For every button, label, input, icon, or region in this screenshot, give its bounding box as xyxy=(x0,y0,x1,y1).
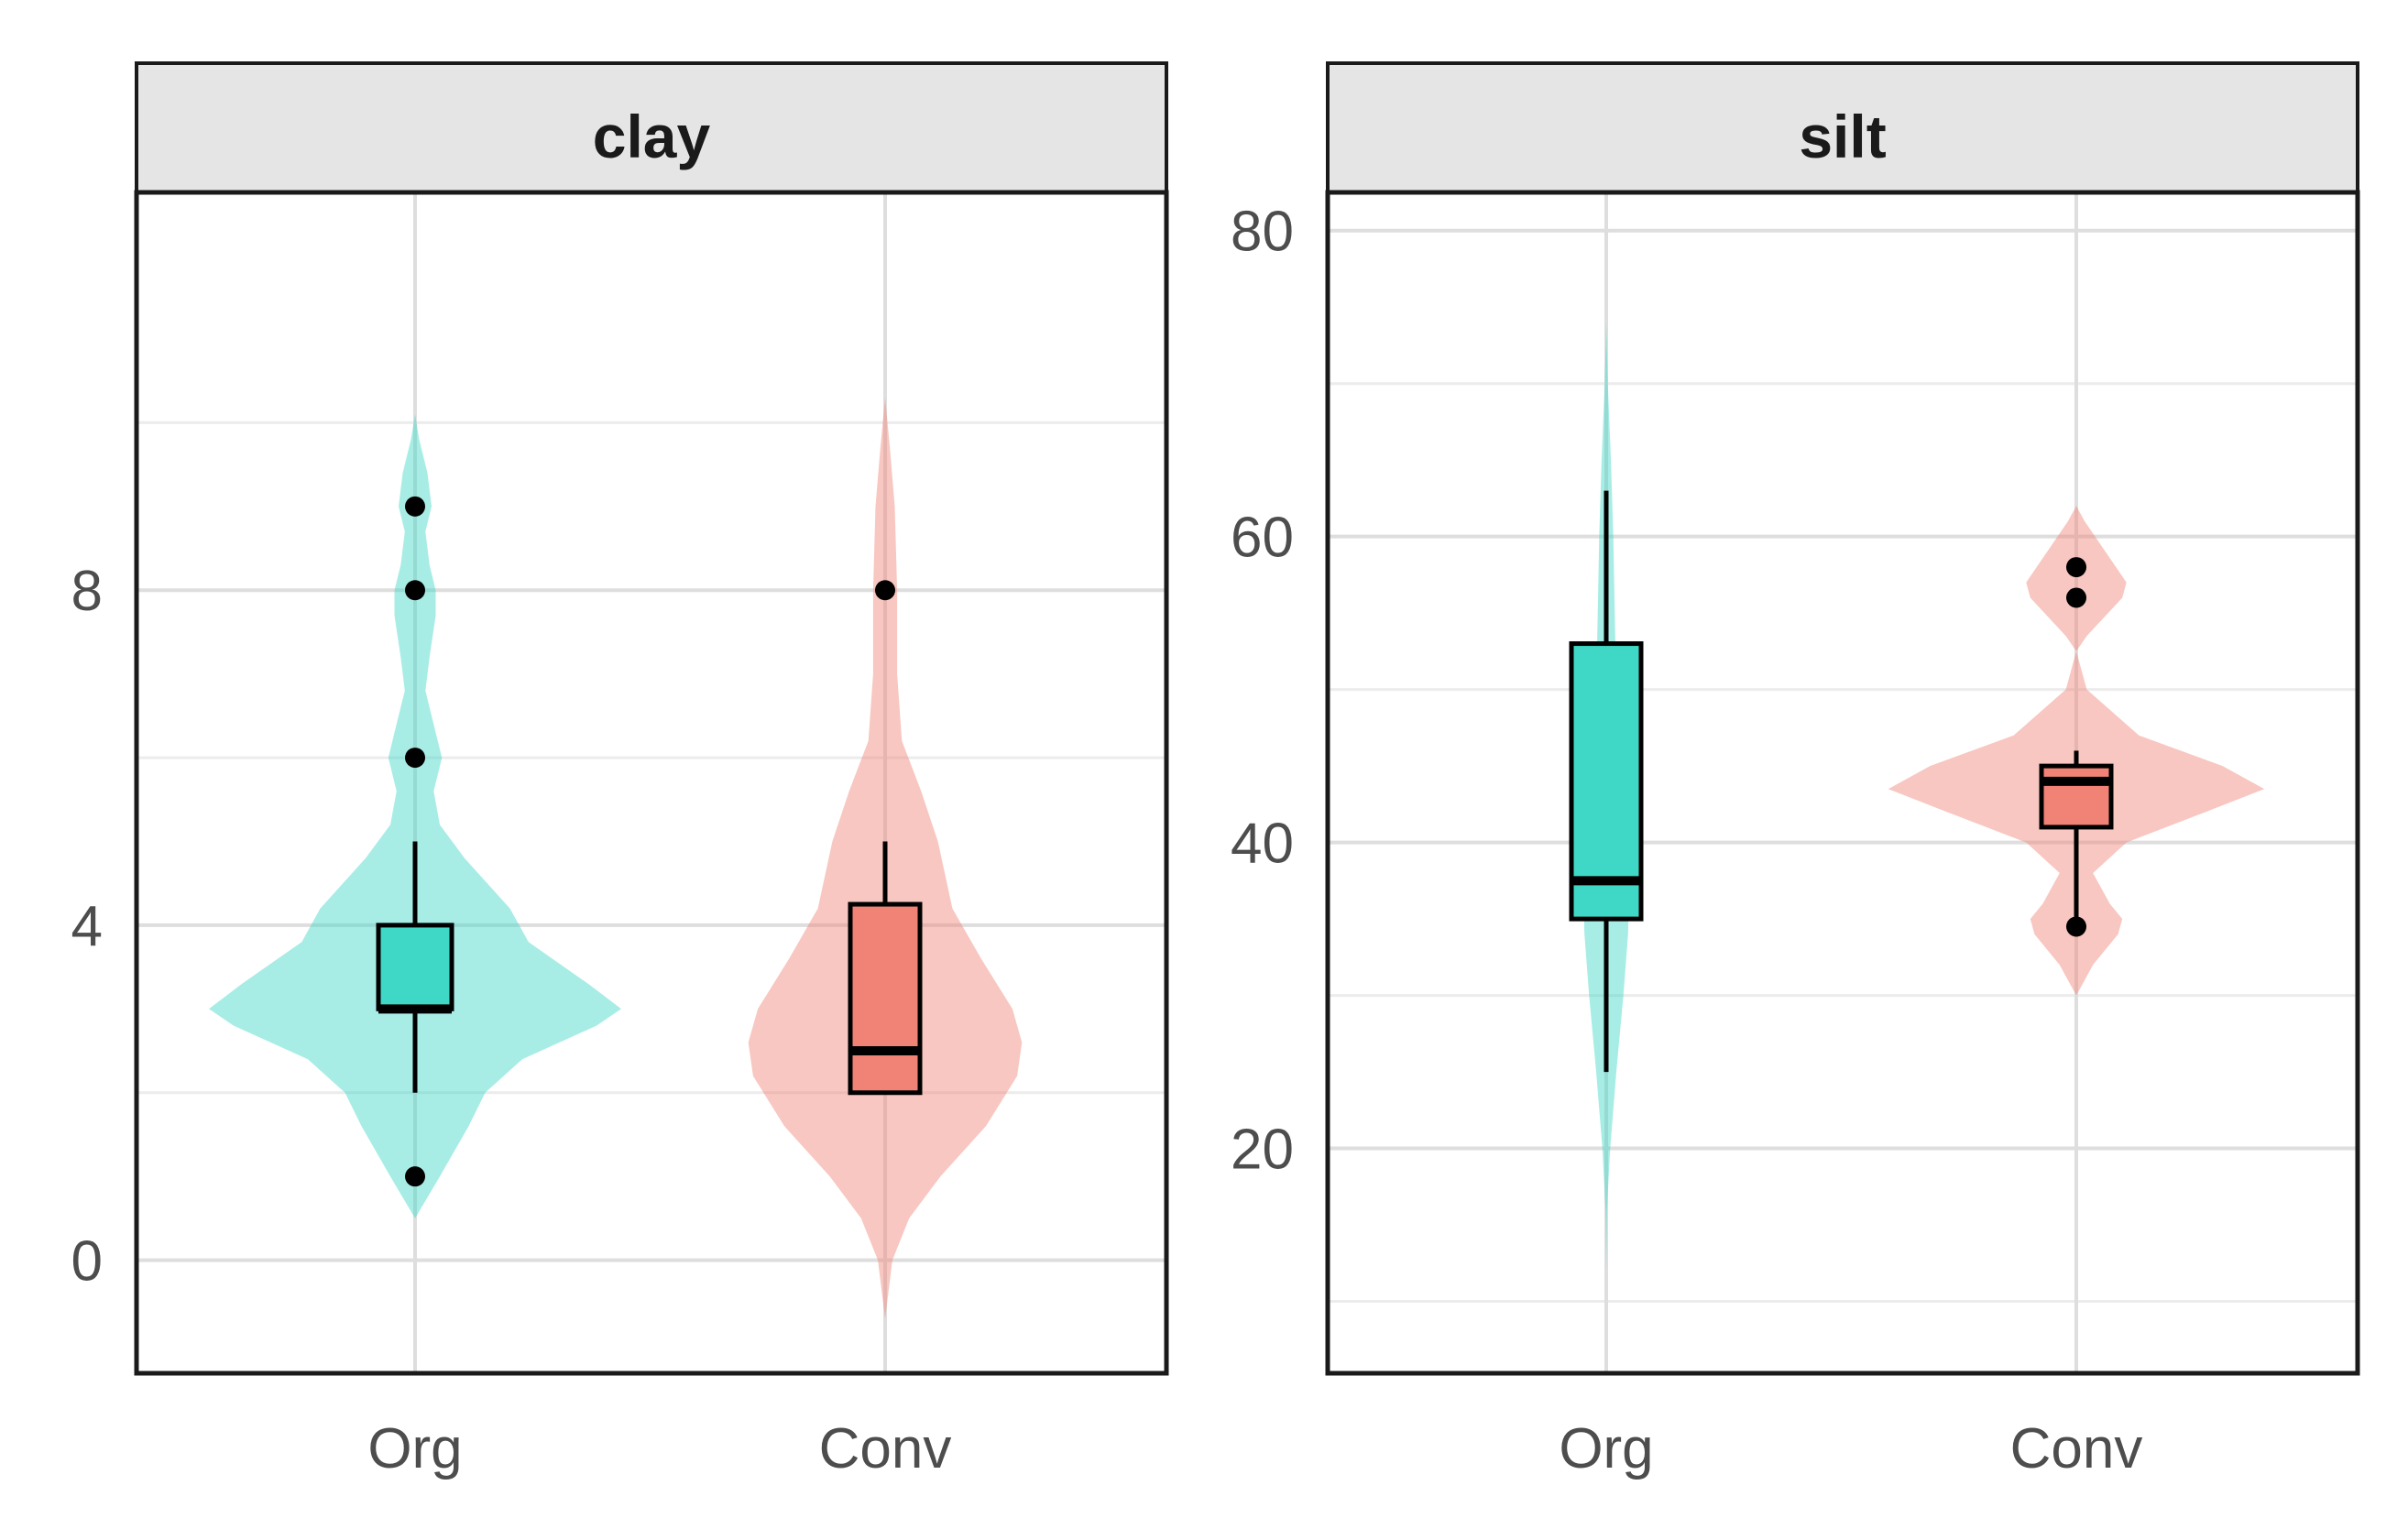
panel-clay: clay Org Conv xyxy=(134,61,1169,1480)
gridlines xyxy=(1328,192,2358,1373)
outlier-point xyxy=(405,580,425,601)
y-tick-label: 60 xyxy=(1231,507,1294,570)
y-tick-label: 8 xyxy=(71,560,103,623)
y-tick-label: 0 xyxy=(71,1230,103,1294)
box-org xyxy=(376,923,454,1011)
panel-border xyxy=(1325,190,2360,1376)
strip-background xyxy=(135,61,1168,194)
box-org xyxy=(1569,641,1644,922)
panel-silt: silt Org Conv xyxy=(1325,61,2360,1480)
outlier-point xyxy=(405,748,425,769)
outlier-point xyxy=(2066,587,2086,608)
strip-background xyxy=(1326,61,2359,194)
x-tick-label: Conv xyxy=(2010,1417,2143,1480)
x-tick-label: Conv xyxy=(819,1417,952,1480)
y-tick-label: 20 xyxy=(1231,1119,1294,1182)
x-tick-label: Org xyxy=(367,1417,462,1480)
violin-org xyxy=(209,414,621,1218)
x-tick-label: Org xyxy=(1559,1417,1653,1480)
outlier-point xyxy=(875,580,895,601)
gridlines xyxy=(137,192,1166,1373)
panel-border xyxy=(134,190,1169,1376)
outlier-point xyxy=(405,1166,425,1187)
outlier-point xyxy=(2066,557,2086,578)
outlier-point xyxy=(405,496,425,517)
panel-title: clay xyxy=(593,103,711,170)
y-tick-label: 40 xyxy=(1231,813,1294,876)
panel-title: silt xyxy=(1799,103,1886,170)
plot-area xyxy=(137,192,1166,1373)
y-tick-label: 4 xyxy=(71,895,103,958)
y-tick-label: 80 xyxy=(1231,201,1294,264)
box-conv xyxy=(2039,763,2114,830)
outlier-point xyxy=(2066,916,2086,937)
box-conv xyxy=(848,901,923,1096)
plot-area xyxy=(1328,192,2358,1373)
